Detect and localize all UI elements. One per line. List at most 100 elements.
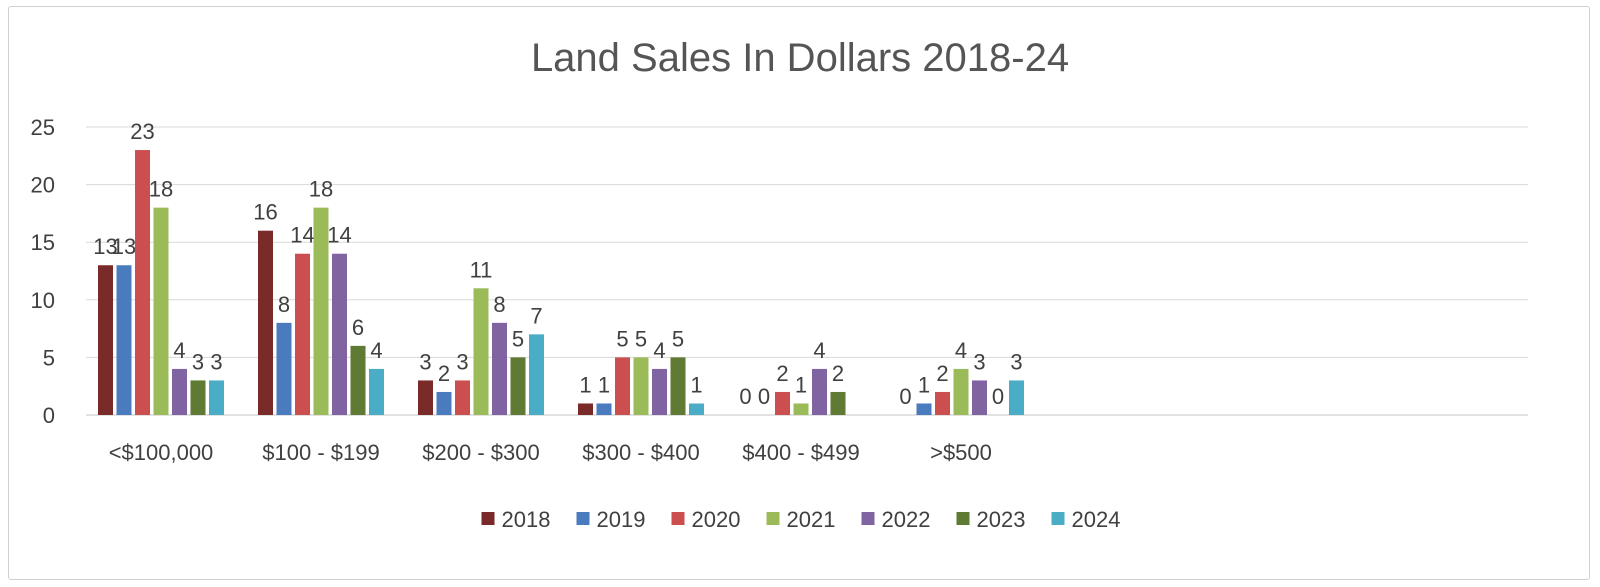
data-label: 2 — [438, 361, 450, 386]
legend-label: 2018 — [502, 507, 551, 532]
y-tick-label: 5 — [43, 345, 55, 370]
bar-2024 — [689, 403, 704, 415]
data-label: 2 — [936, 361, 948, 386]
bar-2022 — [332, 253, 347, 415]
bar-2023 — [670, 357, 686, 415]
data-label: 3 — [456, 349, 468, 374]
data-label: 18 — [309, 177, 333, 202]
y-tick-label: 25 — [31, 115, 55, 140]
x-tick-label: $300 - $400 — [582, 440, 699, 465]
bar-2020 — [775, 391, 790, 415]
bar-2021 — [473, 288, 489, 415]
data-label: 5 — [635, 326, 647, 351]
data-label: 3 — [973, 349, 985, 374]
legend-swatch-2022 — [861, 512, 875, 525]
bar-2021 — [953, 368, 969, 415]
x-tick-label: $400 - $499 — [742, 440, 859, 465]
legend-label: 2021 — [787, 507, 836, 532]
bar-2021 — [313, 207, 329, 415]
bar-2022 — [812, 368, 827, 415]
data-label: 8 — [493, 292, 505, 317]
y-tick-label: 0 — [43, 403, 55, 428]
bar-2023 — [510, 357, 526, 415]
data-label: 4 — [813, 338, 825, 363]
bar-2018 — [258, 230, 273, 415]
data-label: 14 — [290, 223, 314, 248]
data-label: 16 — [253, 200, 277, 225]
x-tick-label: >$500 — [930, 440, 992, 465]
bar-2019 — [436, 391, 452, 415]
data-label: 3 — [419, 349, 431, 374]
data-label: 0 — [758, 384, 770, 409]
data-label: 2 — [832, 361, 844, 386]
data-label: 7 — [530, 303, 542, 328]
data-label: 4 — [653, 338, 665, 363]
data-label: 4 — [955, 338, 967, 363]
legend-swatch-2019 — [576, 512, 590, 525]
data-label: 23 — [130, 119, 154, 144]
legend-swatch-2023 — [956, 512, 970, 525]
data-label: 8 — [278, 292, 290, 317]
bar-2020 — [615, 357, 630, 415]
bar-2021 — [633, 357, 649, 415]
data-label: 5 — [672, 326, 684, 351]
data-label: 1 — [579, 372, 591, 397]
legend-label: 2019 — [597, 507, 646, 532]
data-label: 5 — [616, 326, 628, 351]
data-label: 0 — [739, 384, 751, 409]
data-label: 1 — [598, 372, 610, 397]
legend-swatch-2020 — [671, 512, 685, 525]
bar-2019 — [916, 403, 932, 415]
data-label: 0 — [992, 384, 1004, 409]
data-label: 4 — [173, 338, 185, 363]
bar-2023 — [830, 391, 846, 415]
data-label: 1 — [918, 372, 930, 397]
legend-label: 2024 — [1072, 507, 1121, 532]
data-label: 13 — [93, 234, 117, 259]
bar-2018 — [98, 265, 113, 415]
bar-2024 — [1009, 380, 1024, 415]
data-label: 2 — [776, 361, 788, 386]
y-tick-label: 10 — [31, 288, 55, 313]
legend-label: 2023 — [977, 507, 1026, 532]
data-label: 11 — [470, 257, 493, 282]
bar-2024 — [529, 334, 544, 415]
bar-2024 — [369, 368, 384, 415]
bar-2022 — [172, 368, 187, 415]
data-label: 3 — [1010, 349, 1022, 374]
bar-2019 — [596, 403, 612, 415]
bar-2020 — [455, 380, 470, 415]
bar-2024 — [209, 380, 224, 415]
legend-swatch-2021 — [766, 512, 780, 525]
bar-2021 — [793, 403, 809, 415]
legend-label: 2022 — [882, 507, 931, 532]
data-label: 3 — [210, 349, 222, 374]
bar-2020 — [135, 150, 150, 416]
bar-2022 — [652, 368, 667, 415]
bar-2020 — [295, 253, 310, 415]
bar-2023 — [190, 380, 206, 415]
data-label: 6 — [352, 315, 364, 340]
bar-2023 — [350, 345, 366, 415]
legend-label: 2020 — [692, 507, 741, 532]
bar-2018 — [578, 403, 593, 415]
x-tick-label: <$100,000 — [109, 440, 214, 465]
data-label: 4 — [370, 338, 382, 363]
bar-2019 — [116, 265, 132, 415]
bar-2018 — [418, 380, 433, 415]
data-label: 13 — [112, 234, 136, 259]
chart-title: Land Sales In Dollars 2018-24 — [530, 36, 1070, 80]
bar-2021 — [153, 207, 169, 415]
data-label: 18 — [149, 177, 173, 202]
bar-2022 — [492, 322, 507, 415]
bar-2019 — [276, 322, 292, 415]
x-tick-label: $100 - $199 — [262, 440, 379, 465]
legend-swatch-2018 — [481, 512, 495, 525]
data-label: 5 — [512, 326, 524, 351]
data-label: 3 — [192, 349, 204, 374]
legend-swatch-2024 — [1051, 512, 1065, 525]
bar-2022 — [972, 380, 987, 415]
y-tick-label: 15 — [31, 230, 55, 255]
data-label: 0 — [899, 384, 911, 409]
